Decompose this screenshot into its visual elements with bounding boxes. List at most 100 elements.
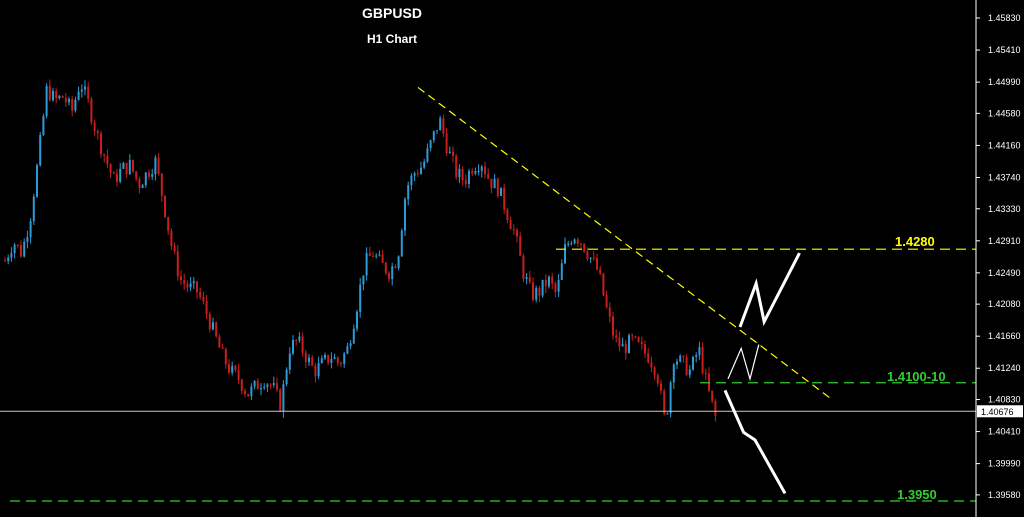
candle-body: [100, 133, 102, 155]
candle-body: [237, 370, 240, 380]
candle-body: [592, 257, 595, 259]
candle-body: [301, 336, 304, 353]
candle-body: [346, 346, 349, 354]
y-tick-label: 1.39580: [988, 490, 1021, 500]
candle-body: [250, 386, 253, 397]
candle-body: [52, 91, 54, 101]
candle-body: [304, 352, 307, 363]
candle-body: [196, 281, 198, 293]
candle-body: [570, 243, 573, 245]
current-price-box: [977, 405, 1023, 418]
candle-body: [336, 357, 339, 363]
projection-path: [727, 344, 760, 382]
candle-body: [388, 273, 390, 280]
candle-body: [333, 357, 336, 360]
candle-body: [176, 251, 179, 277]
candle-body: [276, 383, 278, 390]
candle-body: [448, 151, 451, 154]
candle-body: [378, 254, 381, 256]
candle-body: [340, 362, 342, 364]
candle-body: [368, 253, 371, 256]
y-tick-label: 1.42910: [988, 236, 1021, 246]
candle-body: [669, 382, 672, 414]
candle-body: [349, 343, 352, 347]
candle-body: [61, 95, 64, 98]
candle-body: [266, 384, 269, 387]
projection-path: [738, 252, 801, 328]
candle-body: [260, 387, 262, 390]
candle-body: [224, 348, 227, 365]
candle-body: [436, 130, 438, 132]
level-label: 1.4100-10: [887, 369, 946, 384]
candle-body: [711, 390, 714, 402]
candle-body: [704, 373, 707, 375]
candle-body: [215, 322, 218, 337]
candle-body: [279, 389, 282, 412]
candle-body: [148, 172, 150, 177]
candle-body: [324, 354, 326, 359]
candle-body: [93, 122, 96, 132]
candle-body: [106, 155, 109, 165]
candle-body: [356, 311, 358, 329]
candle-body: [157, 157, 160, 174]
candle-body: [688, 369, 691, 376]
candle-body: [212, 322, 214, 330]
candle-body: [55, 91, 58, 99]
candle-body: [551, 276, 554, 284]
candle-body: [295, 340, 298, 342]
candle-body: [32, 196, 35, 222]
candle-body: [164, 195, 166, 218]
candle-body: [541, 279, 544, 296]
candle-body: [471, 171, 474, 174]
candle-body: [282, 384, 285, 412]
y-tick-label: 1.44990: [988, 77, 1021, 87]
candle-body: [352, 328, 355, 344]
candle-body: [186, 283, 189, 288]
y-tick-label: 1.45830: [988, 13, 1021, 23]
candle-body: [656, 375, 659, 384]
candle-body: [420, 167, 422, 175]
candle-body: [608, 307, 611, 317]
candle-body: [71, 98, 74, 111]
y-tick-label: 1.40410: [988, 427, 1021, 437]
candle-body: [468, 171, 470, 185]
candle-body: [692, 356, 694, 370]
y-tick-label: 1.44160: [988, 140, 1021, 150]
candle-body: [455, 155, 458, 178]
candle-body: [135, 171, 138, 179]
candle-body: [231, 365, 234, 373]
candle-body: [554, 283, 557, 292]
chart-title: GBPUSD: [362, 5, 422, 21]
candle-body: [330, 359, 333, 363]
candle-body: [132, 159, 134, 172]
candle-body: [218, 336, 221, 348]
candle-body: [583, 243, 586, 252]
candle-body: [480, 166, 483, 172]
candle-body: [362, 275, 365, 285]
candle-body: [586, 251, 589, 259]
candle-body: [487, 174, 490, 179]
candle-body: [256, 380, 259, 390]
candle-body: [484, 166, 486, 175]
candle-body: [154, 157, 157, 175]
candle-body: [663, 390, 666, 414]
downtrend-line: [417, 86, 831, 399]
candle-body: [615, 335, 618, 338]
candle-body: [397, 256, 400, 269]
candle-body: [496, 178, 499, 196]
y-tick-label: 1.41660: [988, 331, 1021, 341]
candle-body: [522, 255, 525, 279]
candle-body: [458, 168, 461, 178]
candle-body: [650, 362, 653, 368]
candle-body: [634, 336, 637, 338]
candle-body: [205, 301, 208, 314]
candle-body: [141, 185, 144, 188]
candle-body: [695, 355, 698, 357]
candles-layer: [4, 79, 717, 422]
level-label: 1.4280: [895, 234, 935, 249]
y-tick-label: 1.44580: [988, 108, 1021, 118]
candle-body: [589, 257, 592, 259]
candle-body: [7, 257, 10, 261]
candle-body: [13, 244, 16, 254]
